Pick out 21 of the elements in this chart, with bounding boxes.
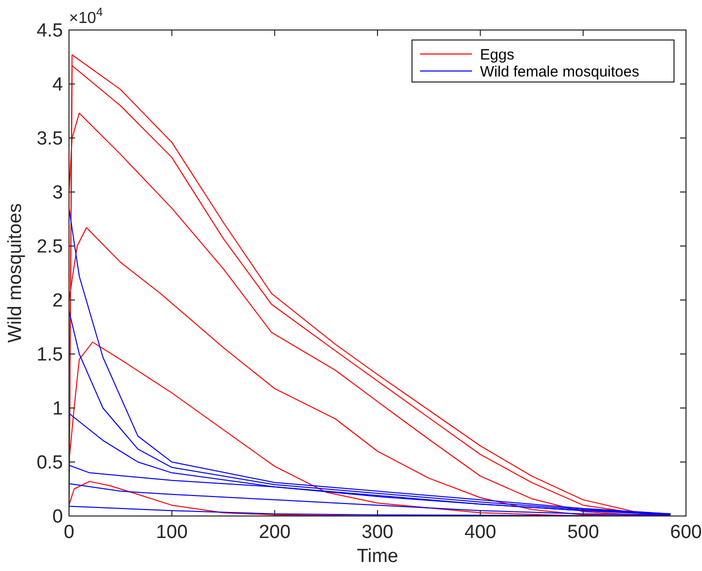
y-tick-label: 4 xyxy=(52,74,64,96)
y-axis-title: Wild mosquitoes xyxy=(5,203,26,343)
legend-label: Eggs xyxy=(480,46,514,64)
y-tick-label: 3.5 xyxy=(36,128,63,150)
y-tick-label: 0 xyxy=(52,506,63,528)
y-tick-label: 2.5 xyxy=(36,236,63,258)
text: ×10$^{4}$ xyxy=(69,5,104,27)
x-tick-label: 200 xyxy=(258,522,291,543)
x-axis-title: Time xyxy=(356,546,398,567)
y-tick-label: 2 xyxy=(52,290,63,312)
x-tick-label: 400 xyxy=(464,522,496,543)
x-tick-label: 100 xyxy=(156,522,188,543)
x-tick-label: 300 xyxy=(362,522,394,543)
y-tick-label: 1 xyxy=(52,398,63,420)
y-tick-label: 1.5 xyxy=(36,344,63,366)
y-tick-label: 4.5 xyxy=(36,20,63,42)
y-tick-label: 0.5 xyxy=(36,452,63,474)
y-tick-label: 3 xyxy=(52,182,63,204)
x-tick-label: 600 xyxy=(670,522,702,543)
x-tick-label: 500 xyxy=(567,522,600,543)
legend-label: Wild female mosquitoes xyxy=(480,63,640,80)
